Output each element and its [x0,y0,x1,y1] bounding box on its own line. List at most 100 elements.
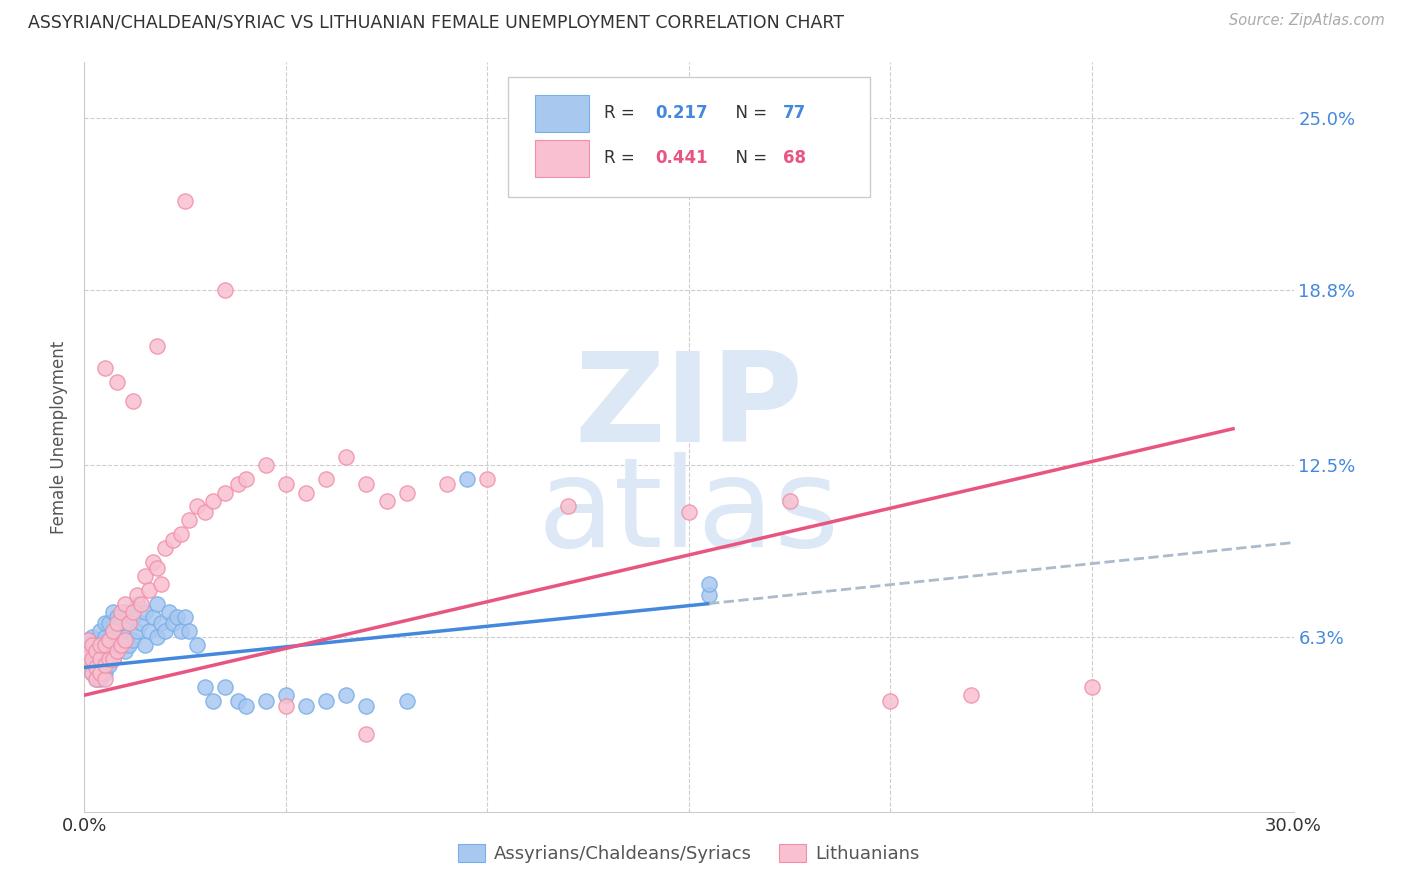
Point [121,610,143,624]
Point [97,657,120,672]
Point [110,615,132,630]
Point [125,624,148,639]
Point [93,615,115,630]
Point [356,477,378,491]
Point [179,513,201,527]
Point [110,638,132,652]
Point [82,638,104,652]
Point [93,672,115,686]
Text: N =: N = [725,104,772,122]
Point [89,652,111,666]
Point [77,632,100,647]
Point [356,699,378,714]
Point [101,652,124,666]
Point [879,694,901,708]
Text: 68: 68 [783,149,806,168]
Point [146,597,169,611]
Point [89,672,111,686]
Text: ASSYRIAN/CHALDEAN/SYRIAC VS LITHUANIAN FEMALE UNEMPLOYMENT CORRELATION CHART: ASSYRIAN/CHALDEAN/SYRIAC VS LITHUANIAN F… [28,13,844,31]
Point [202,694,225,708]
Point [97,644,120,658]
Point [557,500,579,514]
Text: 0.441: 0.441 [655,149,707,168]
Point [86,660,108,674]
Point [186,500,208,514]
Point [395,485,418,500]
Point [138,624,160,639]
Point [93,652,115,666]
Point [129,615,152,630]
Point [315,694,337,708]
Point [254,458,277,472]
Point [101,624,124,639]
Point [82,665,104,680]
Point [274,477,297,491]
Point [356,727,378,741]
Point [121,605,143,619]
Point [93,360,115,375]
Point [335,450,357,464]
Point [129,597,152,611]
Point [97,652,120,666]
Point [105,644,128,658]
Point [82,638,104,652]
Point [134,569,156,583]
Point [118,615,141,630]
Point [146,338,169,352]
Point [93,665,115,680]
Point [118,615,141,630]
Legend: Assyrians/Chaldeans/Syriacs, Lithuanians: Assyrians/Chaldeans/Syriacs, Lithuanians [451,837,927,870]
Point [114,605,136,619]
Point [82,665,104,680]
Point [118,638,141,652]
Point [153,624,176,639]
Point [274,699,297,714]
Text: N =: N = [725,149,772,168]
Point [166,610,188,624]
Point [436,477,458,491]
Point [146,560,169,574]
Point [375,494,398,508]
Point [89,638,111,652]
Point [121,394,143,409]
Point [105,644,128,658]
Point [295,699,318,714]
Point [235,699,257,714]
Point [174,194,197,209]
Point [149,615,172,630]
Point [93,630,115,644]
Point [101,624,124,639]
Point [89,624,111,639]
Point [97,615,120,630]
Point [86,644,108,658]
Point [93,638,115,652]
FancyBboxPatch shape [536,140,589,177]
Point [105,375,128,389]
Text: ZIP: ZIP [575,347,803,467]
Point [93,657,115,672]
Point [121,632,143,647]
Point [960,688,983,702]
Point [194,680,217,694]
Text: 0.217: 0.217 [655,104,707,122]
Point [170,527,193,541]
Point [89,665,111,680]
Point [125,597,148,611]
Point [186,638,208,652]
Point [105,615,128,630]
Point [157,605,180,619]
Point [134,605,156,619]
Point [105,630,128,644]
Point [214,283,236,297]
Point [114,644,136,658]
Point [86,672,108,686]
Point [477,472,499,486]
Point [254,694,277,708]
Point [86,672,108,686]
Point [97,632,120,647]
Point [110,605,132,619]
Point [114,630,136,644]
Point [162,615,184,630]
Point [146,630,169,644]
Point [93,644,115,658]
